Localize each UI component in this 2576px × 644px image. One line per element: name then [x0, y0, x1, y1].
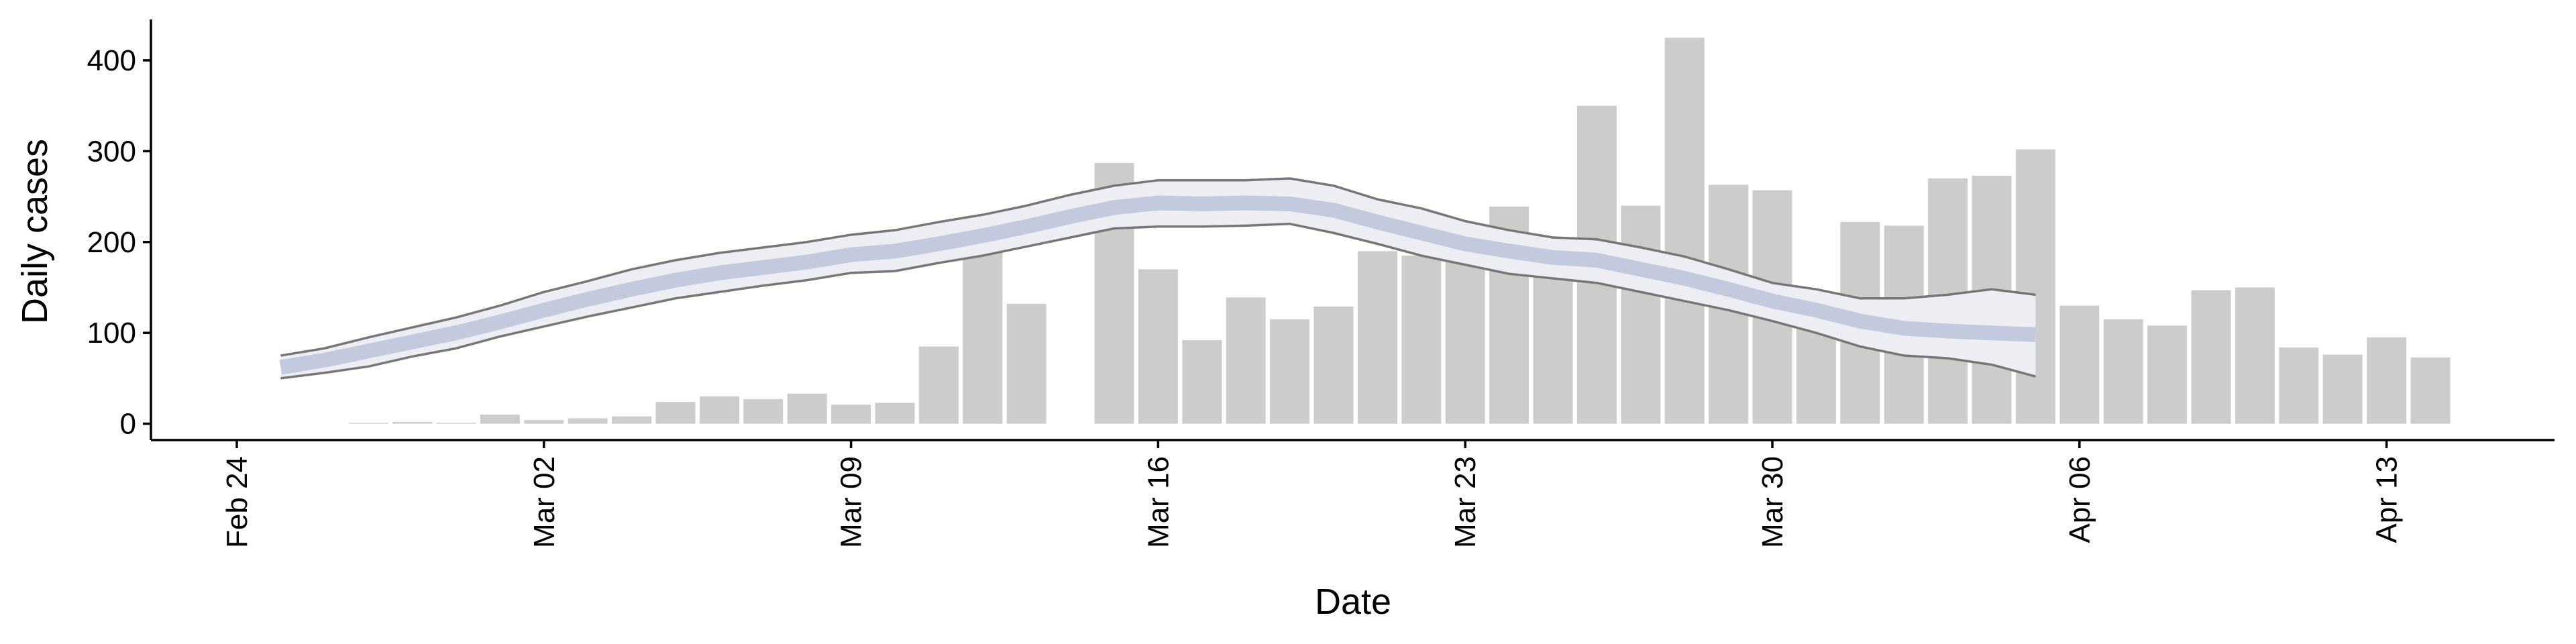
- bar: [963, 231, 1003, 424]
- bar: [524, 420, 564, 424]
- y-tick-label: 100: [87, 317, 136, 350]
- bar: [480, 415, 520, 424]
- y-tick-label: 300: [87, 135, 136, 168]
- x-tick-label: Mar 16: [1142, 456, 1175, 548]
- bar: [2235, 287, 2275, 424]
- x-tick-label: Mar 09: [835, 456, 868, 548]
- bar: [2191, 290, 2231, 424]
- bar: [612, 416, 652, 424]
- bar: [918, 346, 959, 424]
- center-line: [279, 195, 2036, 375]
- bound-line: [280, 222, 2036, 380]
- x-tick-label: Apr 06: [2063, 456, 2096, 543]
- y-axis-title: Daily cases: [15, 139, 55, 324]
- bar: [875, 402, 915, 424]
- bar: [2015, 149, 2055, 424]
- bar: [2410, 357, 2451, 424]
- bar: [1138, 269, 1178, 424]
- bar: [1664, 38, 1705, 424]
- x-tick-label: Feb 24: [221, 456, 254, 548]
- bar: [1182, 340, 1222, 424]
- y-tick-label: 400: [87, 44, 136, 77]
- x-tick-label: Mar 02: [528, 456, 561, 548]
- bar: [1313, 306, 1354, 424]
- bar: [1357, 251, 1397, 424]
- x-tick-label: Mar 30: [1756, 456, 1789, 548]
- bar: [743, 399, 784, 424]
- y-tick-label: 200: [87, 226, 136, 259]
- bar: [568, 418, 608, 424]
- x-tick-label: Mar 23: [1449, 456, 1482, 548]
- bar: [2059, 305, 2100, 424]
- bar: [2103, 319, 2143, 424]
- bar: [2147, 325, 2188, 424]
- bar: [1401, 256, 1442, 424]
- bar: [2279, 347, 2319, 424]
- x-tick-label: Apr 13: [2371, 456, 2404, 543]
- bar: [2367, 337, 2407, 424]
- x-axis-title: Date: [1315, 582, 1391, 622]
- y-tick-label: 0: [120, 408, 136, 441]
- bound-line: [280, 177, 2036, 357]
- bar: [787, 393, 827, 424]
- bar: [1270, 319, 1310, 424]
- bar: [831, 405, 871, 424]
- bar: [1226, 297, 1266, 424]
- bar: [2322, 354, 2363, 424]
- bar: [1621, 205, 1661, 424]
- bar: [655, 402, 696, 424]
- bar: [699, 396, 739, 424]
- bar: [1006, 303, 1046, 424]
- bar: [392, 421, 433, 424]
